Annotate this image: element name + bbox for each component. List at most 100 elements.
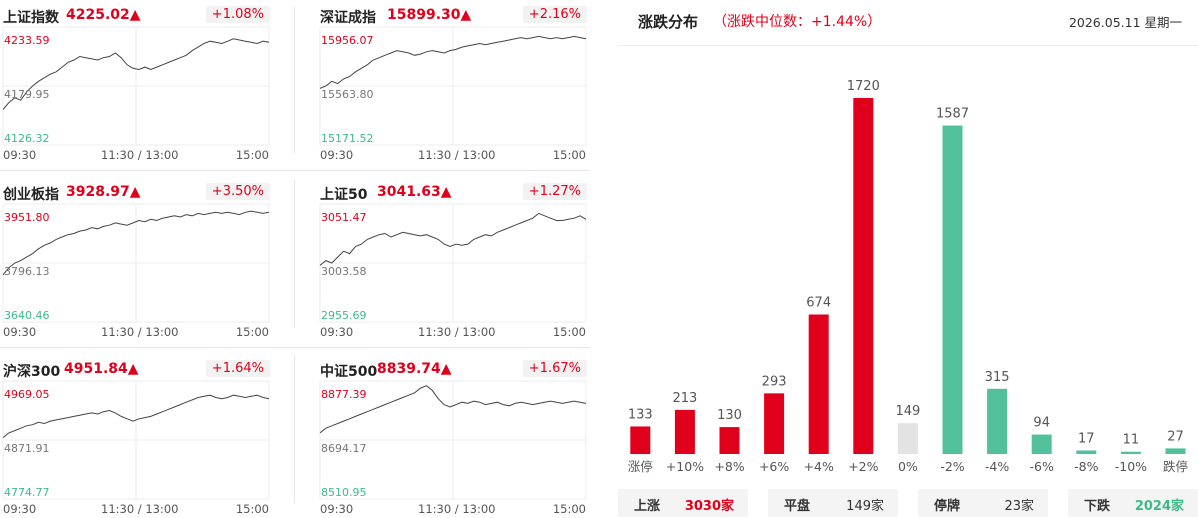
axis-label-high: 8877.39 — [321, 388, 367, 401]
time-label-close: 15:00 — [552, 325, 586, 339]
summary-label: 上涨 — [634, 499, 661, 514]
index-change-badge: +1.27% — [522, 183, 587, 200]
bar-down — [1076, 450, 1097, 454]
bar-category-label: 0% — [898, 459, 918, 474]
axis-label-high: 3051.47 — [321, 211, 367, 224]
price-line — [319, 212, 587, 266]
index-name: 深证成指 — [320, 10, 376, 26]
bar-down — [942, 125, 963, 455]
time-label-midday: 11:30 / 13:00 — [418, 325, 496, 339]
bar-category-label: +2% — [848, 459, 878, 474]
bar-down — [987, 388, 1008, 454]
index-card-sse50[interactable]: 上证50 3041.63▲ +1.27% 3051.47 3003.58 2955.… — [317, 177, 595, 342]
index-change-badge: +1.67% — [522, 360, 587, 377]
rise-fall-distribution-panel: 涨跌分布 （涨跌中位数：+1.44%） 2026.05.11 星期一 133 涨停… — [618, 0, 1198, 518]
bar-value-label: 674 — [806, 295, 831, 310]
bar-category-label: +6% — [759, 459, 789, 474]
bar-category-label: 跌停 — [1163, 459, 1188, 474]
bar-category-label: -10% — [1115, 459, 1147, 474]
time-label-open: 09:30 — [320, 148, 354, 162]
column-divider — [294, 180, 295, 328]
index-header: 创业板指 3928.97▲ +3.50% — [3, 183, 270, 204]
axis-label-low: 2955.69 — [321, 309, 367, 322]
distribution-header: 涨跌分布 （涨跌中位数：+1.44%） 2026.05.11 星期一 — [618, 0, 1198, 46]
axis-label-prev-close: 15563.80 — [321, 88, 374, 101]
index-price: 15899.30▲ — [387, 7, 472, 23]
bar-value-label: 27 — [1167, 429, 1184, 444]
index-grid: 上证指数 4225.02▲ +1.08% 4233.59 4179.95 4126.… — [0, 0, 595, 518]
time-axis: 09:30 11:30 / 13:00 15:00 — [3, 502, 269, 516]
bar-category-label: +10% — [666, 459, 704, 474]
distribution-title: 涨跌分布 — [638, 13, 699, 31]
summary-label: 下跌 — [1084, 499, 1111, 514]
bar-value-label: 17 — [1078, 431, 1095, 446]
summary-suspended[interactable]: 停牌 23家 — [918, 489, 1048, 517]
summary-label: 停牌 — [934, 499, 961, 514]
column-divider — [294, 6, 295, 154]
index-name: 上证指数 — [3, 10, 59, 26]
bar-category-label: +4% — [804, 459, 834, 474]
index-name: 中证500 — [320, 364, 378, 380]
index-intraday-chart: 8877.39 8694.17 8510.95 — [319, 380, 587, 500]
bar-category-label: -2% — [940, 459, 964, 474]
axis-label-low: 4774.77 — [4, 486, 50, 499]
time-axis: 09:30 11:30 / 13:00 15:00 — [320, 325, 586, 339]
index-header: 中证500 8839.74▲ +1.67% — [320, 360, 587, 381]
bar-value-label: 293 — [762, 374, 787, 389]
bar-category-label: 涨停 — [628, 459, 653, 474]
time-axis: 09:30 11:30 / 13:00 15:00 — [320, 502, 586, 516]
price-line — [2, 394, 270, 438]
index-card-shenzhen-component[interactable]: 深证成指 15899.30▲ +2.16% 15956.07 15563.80 15… — [317, 0, 595, 165]
axis-label-high: 4969.05 — [4, 388, 50, 401]
summary-value: 3030家 — [684, 499, 734, 514]
distribution-bar-chart: 133 涨停 213 +10% 130 +8% 293 +6% 674 +4% 1720 +2% 149… — [628, 79, 1188, 474]
trade-date: 2026.05.11 星期一 — [1068, 15, 1182, 30]
index-card-csi300[interactable]: 沪深300 4951.84▲ +1.64% 4969.05 4871.91 4774… — [0, 354, 278, 518]
bar-value-label: 315 — [985, 370, 1010, 385]
time-label-close: 15:00 — [235, 502, 269, 516]
index-price: 3928.97▲ — [66, 184, 141, 200]
median-change: （涨跌中位数：+1.44%） — [713, 14, 882, 30]
axis-label-high: 4233.59 — [4, 34, 50, 47]
axis-label-prev-close: 4179.95 — [4, 88, 50, 101]
index-card-chinext[interactable]: 创业板指 3928.97▲ +3.50% 3951.80 3796.13 3640.… — [0, 177, 278, 342]
summary-rise[interactable]: 上涨 3030家 — [618, 489, 748, 517]
bar-down — [1031, 434, 1052, 454]
bar-flat — [897, 423, 918, 454]
axis-label-low: 15171.52 — [321, 132, 374, 145]
summary-value: 2024家 — [1134, 499, 1184, 514]
index-card-shanghai-composite[interactable]: 上证指数 4225.02▲ +1.08% 4233.59 4179.95 4126.… — [0, 0, 278, 165]
summary-flat[interactable]: 平盘 149家 — [768, 489, 898, 517]
axis-label-low: 4126.32 — [4, 132, 50, 145]
axis-label-prev-close: 4871.91 — [4, 442, 50, 455]
index-header: 上证50 3041.63▲ +1.27% — [320, 183, 587, 204]
index-intraday-chart: 3051.47 3003.58 2955.69 — [319, 203, 587, 323]
bar-value-label: 133 — [628, 407, 653, 422]
index-header: 上证指数 4225.02▲ +1.08% — [3, 6, 270, 27]
index-price: 4951.84▲ — [64, 361, 139, 377]
summary-fall[interactable]: 下跌 2024家 — [1068, 489, 1198, 517]
summary-value: 149家 — [846, 499, 884, 514]
bar-up — [853, 98, 874, 454]
time-label-close: 15:00 — [552, 502, 586, 516]
index-change-badge: +1.08% — [205, 6, 270, 23]
index-name: 沪深300 — [3, 364, 61, 380]
index-price: 3041.63▲ — [377, 184, 452, 200]
bar-down — [1120, 451, 1141, 454]
time-label-midday: 11:30 / 13:00 — [101, 148, 179, 162]
time-label-close: 15:00 — [552, 148, 586, 162]
time-label-midday: 11:30 / 13:00 — [101, 325, 179, 339]
summary-value: 23家 — [1004, 499, 1034, 514]
time-label-midday: 11:30 / 13:00 — [418, 148, 496, 162]
index-card-csi500[interactable]: 中证500 8839.74▲ +1.67% 8877.39 8694.17 8510… — [317, 354, 595, 518]
bar-up — [719, 427, 740, 454]
time-label-open: 09:30 — [320, 502, 354, 516]
price-line — [2, 38, 270, 110]
index-intraday-chart: 3951.80 3796.13 3640.46 — [2, 203, 270, 323]
time-label-open: 09:30 — [3, 325, 37, 339]
index-name: 创业板指 — [3, 187, 59, 203]
column-divider — [294, 355, 295, 503]
time-label-open: 09:30 — [3, 148, 37, 162]
bar-up — [808, 314, 829, 454]
summary-label: 平盘 — [784, 499, 811, 514]
